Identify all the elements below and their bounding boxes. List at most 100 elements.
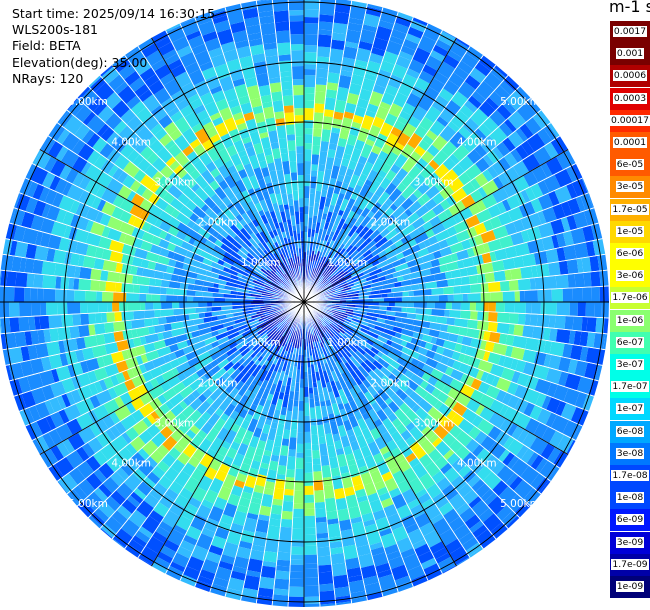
ray-bin bbox=[333, 260, 341, 268]
ray-bin bbox=[14, 394, 27, 411]
ray-separator bbox=[303, 75, 509, 303]
ray-bin bbox=[129, 204, 144, 218]
ray-bin bbox=[304, 23, 319, 35]
ray-bin bbox=[227, 164, 238, 175]
ray-bin bbox=[339, 243, 346, 250]
ray-bin bbox=[92, 404, 110, 421]
ray-bin bbox=[413, 188, 423, 199]
ray-bin bbox=[142, 114, 160, 131]
ray-bin bbox=[502, 166, 520, 184]
ray-bin bbox=[531, 165, 548, 183]
ray-bin bbox=[524, 418, 540, 435]
ray-bin bbox=[516, 444, 529, 460]
colorbar-tick-label: 3e-06 bbox=[615, 270, 645, 282]
ray-bin bbox=[478, 508, 494, 523]
ray-bin bbox=[378, 492, 391, 502]
ray-bin bbox=[151, 294, 161, 302]
ray-bin bbox=[192, 205, 207, 220]
ray-bin bbox=[400, 197, 414, 211]
ray-bin bbox=[270, 421, 279, 430]
ray-bin bbox=[230, 185, 241, 196]
ray-bin bbox=[157, 332, 164, 341]
ray-bin bbox=[489, 216, 502, 230]
ray-bin bbox=[143, 380, 155, 392]
ray-bin bbox=[252, 257, 261, 266]
ray-bin bbox=[384, 206, 395, 218]
ray-separator bbox=[303, 301, 576, 441]
ray-bin bbox=[304, 577, 319, 586]
ray-bin bbox=[220, 229, 229, 239]
ray-bin bbox=[346, 277, 360, 286]
ray-bin bbox=[315, 276, 325, 288]
ray-bin bbox=[241, 136, 252, 145]
ray-bin bbox=[334, 353, 343, 364]
ray-bin bbox=[360, 564, 377, 579]
ray-bin bbox=[446, 169, 459, 182]
ray-bin bbox=[114, 154, 130, 171]
ray-bin bbox=[164, 232, 173, 242]
ray-bin bbox=[162, 272, 172, 281]
ray-bin bbox=[193, 104, 206, 115]
ray-bin bbox=[315, 84, 327, 93]
ray-bin bbox=[231, 217, 240, 226]
ray-bin bbox=[30, 214, 45, 232]
ray-bin bbox=[346, 313, 354, 318]
colorbar-cell: 3e-05 bbox=[610, 176, 650, 199]
ray-bin bbox=[201, 286, 209, 292]
ray-bin bbox=[294, 123, 304, 137]
ray-bin bbox=[419, 268, 432, 277]
ray-bin bbox=[158, 521, 174, 534]
ray-bin bbox=[287, 341, 294, 355]
ray-bin bbox=[166, 420, 179, 433]
ray-bin bbox=[460, 344, 468, 355]
ray-bin bbox=[378, 69, 392, 78]
ray-bin bbox=[350, 282, 364, 290]
ray-bin bbox=[477, 359, 494, 374]
ray-bin bbox=[330, 546, 344, 555]
ray-bin bbox=[597, 349, 606, 366]
ray-bin bbox=[179, 540, 196, 553]
ray-separator bbox=[224, 301, 305, 597]
ray-bin bbox=[396, 504, 412, 520]
ray-bin bbox=[231, 387, 240, 396]
ray-bin bbox=[566, 166, 578, 183]
ray-bin bbox=[176, 222, 191, 235]
ray-bin bbox=[322, 387, 331, 401]
ray-bin bbox=[179, 400, 188, 410]
ray-bin bbox=[126, 292, 140, 302]
ray-bin bbox=[434, 179, 447, 192]
ray-bin bbox=[465, 163, 482, 181]
ray-bin bbox=[444, 309, 450, 318]
colorbar-cell: 6e-08 bbox=[610, 420, 650, 443]
ray-bin bbox=[345, 310, 354, 316]
ray-bin bbox=[131, 452, 146, 467]
ray-bin bbox=[119, 273, 134, 284]
ray-bin bbox=[278, 243, 284, 249]
ray-bin bbox=[163, 354, 172, 364]
ray-bin bbox=[114, 396, 125, 409]
ray-separator bbox=[5, 238, 305, 303]
ray-bin bbox=[100, 188, 118, 205]
ray-bin bbox=[117, 185, 132, 200]
ray-bin bbox=[232, 30, 248, 44]
ray-bin bbox=[304, 449, 312, 457]
ray-bin bbox=[279, 147, 289, 154]
ray-bin bbox=[94, 211, 104, 224]
ray-bin bbox=[208, 544, 224, 556]
ray-bin bbox=[166, 287, 174, 295]
ray-bin bbox=[126, 495, 141, 508]
ray-bin bbox=[232, 302, 242, 306]
ray-bin bbox=[56, 441, 70, 458]
ray-bin bbox=[316, 537, 330, 548]
ray-bin bbox=[313, 335, 317, 342]
ray-bin bbox=[343, 285, 349, 289]
colorbar-tick-label: 0.0003 bbox=[612, 92, 648, 104]
ray-bin bbox=[416, 361, 426, 370]
ray-bin bbox=[435, 361, 449, 374]
ray-bin bbox=[481, 179, 499, 196]
ray-bin bbox=[288, 390, 295, 400]
ray-bin bbox=[256, 278, 265, 285]
ray-bin bbox=[278, 283, 284, 289]
ray-bin bbox=[354, 488, 367, 499]
ray-bin bbox=[417, 398, 433, 413]
